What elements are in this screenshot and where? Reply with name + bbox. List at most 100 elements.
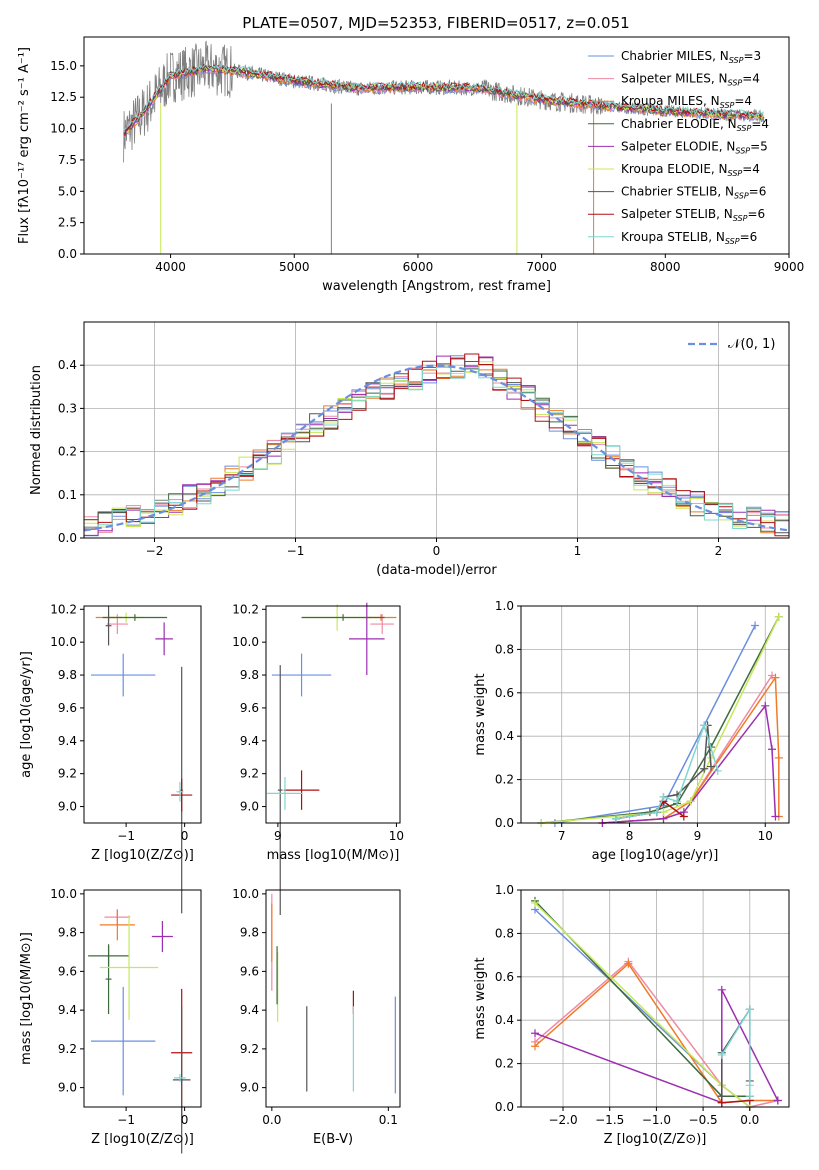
- error-bar-point: [151, 921, 173, 952]
- error-bar-point: [99, 915, 159, 1020]
- error-bar-point: [301, 614, 385, 621]
- spectrum-area: [123, 40, 765, 254]
- y-tick-label: 0.6: [495, 686, 514, 700]
- y-tick-label: 9.8: [58, 926, 77, 940]
- legend-entry: Kroupa ELODIE, NSSP=4: [588, 162, 760, 178]
- y-tick-label: 9.0: [58, 800, 77, 814]
- mass-weight-series: [717, 1096, 754, 1107]
- point-marker: [713, 766, 722, 775]
- x-tick-label: 7000: [526, 260, 557, 274]
- point-marker: [531, 1029, 540, 1038]
- y-tick-label: 9.0: [240, 1081, 259, 1095]
- series-line: [721, 1006, 751, 1097]
- y-tick-label: 10.0: [50, 122, 77, 136]
- x-tick-label: 1: [574, 544, 582, 558]
- x-tick-label: −2.0: [548, 1113, 577, 1127]
- error-bar-point: [105, 944, 112, 1014]
- legend-entry: Kroupa MILES, NSSP=4: [588, 94, 752, 110]
- y-tick-label: 15.0: [50, 59, 77, 73]
- x-tick-label: 9: [274, 829, 282, 843]
- legend-label: Kroupa ELODIE, NSSP=4: [621, 162, 760, 178]
- y-tick-label: 0.0: [58, 531, 77, 545]
- x-tick-label: 0.0: [740, 1113, 759, 1127]
- axes-frame: [83, 605, 202, 824]
- figure-title: PLATE=0507, MJD=52353, FIBERID=0517, z=0…: [242, 14, 629, 32]
- point-marker: [531, 1042, 540, 1051]
- y-tick-label: 0.2: [495, 773, 514, 787]
- error-bar-point: [283, 770, 320, 810]
- point-marker: [771, 673, 780, 682]
- axes-frame: [265, 605, 401, 824]
- point-marker: [774, 612, 783, 621]
- legend-entry: Kroupa STELIB, NSSP=6: [588, 230, 757, 246]
- y-tick-label: 9.8: [240, 668, 259, 682]
- y-tick-label: 10.0: [50, 887, 77, 901]
- x-axis-label: wavelength [Angstrom, rest frame]: [322, 279, 551, 294]
- x-axis-label: age [log10(age/yr)]: [592, 848, 719, 863]
- panel-5: 7 8 9 10 0.0 0.2 0.4 0.6 0.8 1.0 age [log10(age/yr…: [473, 599, 790, 863]
- x-tick-label: 0.0: [262, 1113, 281, 1127]
- x-tick-label: 8000: [650, 260, 681, 274]
- y-tick-label: 9.2: [240, 767, 259, 781]
- y-tick-label: 9.6: [240, 964, 259, 978]
- x-tick-label: 4000: [155, 260, 186, 274]
- y-tick-label: 9.6: [58, 964, 77, 978]
- legend-entry: Chabrier ELODIE, NSSP=4: [588, 117, 769, 133]
- x-tick-label: −1: [117, 829, 135, 843]
- legend-label: Salpeter MILES, NSSP=4: [621, 72, 760, 88]
- legend-entry: Salpeter STELIB, NSSP=6: [588, 207, 765, 223]
- panel-2: −2 −1 0 1 2 0.0 0.1 0.2 0.3 0.4 (data-model)/error…: [29, 321, 790, 578]
- x-tick-label: 8: [626, 829, 634, 843]
- y-tick-label: 0.8: [495, 642, 514, 656]
- y-axis-label: mass [log10(M/M⊙)]: [19, 932, 34, 1065]
- y-tick-label: 5.0: [58, 184, 77, 198]
- histogram-series: [84, 355, 789, 536]
- y-tick-label: 9.2: [240, 1042, 259, 1056]
- point-marker: [659, 808, 668, 817]
- error-bar-point: [349, 602, 385, 676]
- y-tick-label: 0.3: [58, 401, 77, 415]
- axes-frame: [83, 36, 790, 255]
- x-tick-label: 0: [181, 829, 189, 843]
- x-tick-label: 0.1: [379, 1113, 398, 1127]
- error-bar-point: [174, 1074, 186, 1082]
- y-axis-label: mass weight: [473, 673, 488, 755]
- series-line: [554, 625, 756, 824]
- series-line: [615, 722, 719, 820]
- x-tick-label: 7: [558, 829, 566, 843]
- y-tick-label: 0.4: [58, 358, 77, 372]
- y-tick-label: 1.0: [495, 599, 514, 613]
- point-marker: [686, 797, 695, 806]
- legend-label: Kroupa MILES, NSSP=4: [621, 94, 752, 110]
- x-axis-label: mass [log10(M/M⊙)]: [267, 848, 400, 863]
- x-tick-label: 0: [433, 544, 441, 558]
- y-tick-label: 0.1: [58, 488, 77, 502]
- y-tick-label: 0.4: [495, 729, 514, 743]
- y-tick-label: 7.5: [58, 153, 77, 167]
- y-tick-label: 9.8: [58, 668, 77, 682]
- x-axis-label: Z [log10(Z/Z⊙)]: [91, 848, 194, 863]
- point-marker: [673, 797, 682, 806]
- error-bar-point: [91, 653, 156, 697]
- x-tick-label: 2: [715, 544, 723, 558]
- y-tick-label: 1.0: [495, 883, 514, 897]
- legend-label: Chabrier ELODIE, NSSP=4: [621, 117, 769, 133]
- point-marker: [717, 985, 726, 994]
- y-tick-label: 0.6: [495, 970, 514, 984]
- y-tick-label: 10.0: [232, 887, 259, 901]
- point-marker: [751, 621, 760, 630]
- error-bar-point: [267, 776, 303, 810]
- x-tick-label: 0: [181, 1113, 189, 1127]
- y-tick-label: 9.4: [58, 1003, 77, 1017]
- legend-label: Kroupa STELIB, NSSP=6: [621, 230, 757, 246]
- y-axis-label: age [log10(age/yr)]: [19, 651, 34, 778]
- point-marker: [745, 1081, 754, 1090]
- panel-7: 0.0 0.1 9.0 9.2 9.4 9.6 9.8 10.0 E(B-V): [232, 887, 401, 1147]
- y-tick-label: 10.2: [50, 602, 77, 616]
- legend-label: 𝒩(0, 1): [728, 337, 775, 352]
- point-marker: [768, 745, 777, 754]
- y-tick-label: 0.0: [495, 816, 514, 830]
- point-marker: [717, 1050, 726, 1059]
- error-bar-point: [155, 622, 173, 656]
- y-tick-label: 10.0: [232, 635, 259, 649]
